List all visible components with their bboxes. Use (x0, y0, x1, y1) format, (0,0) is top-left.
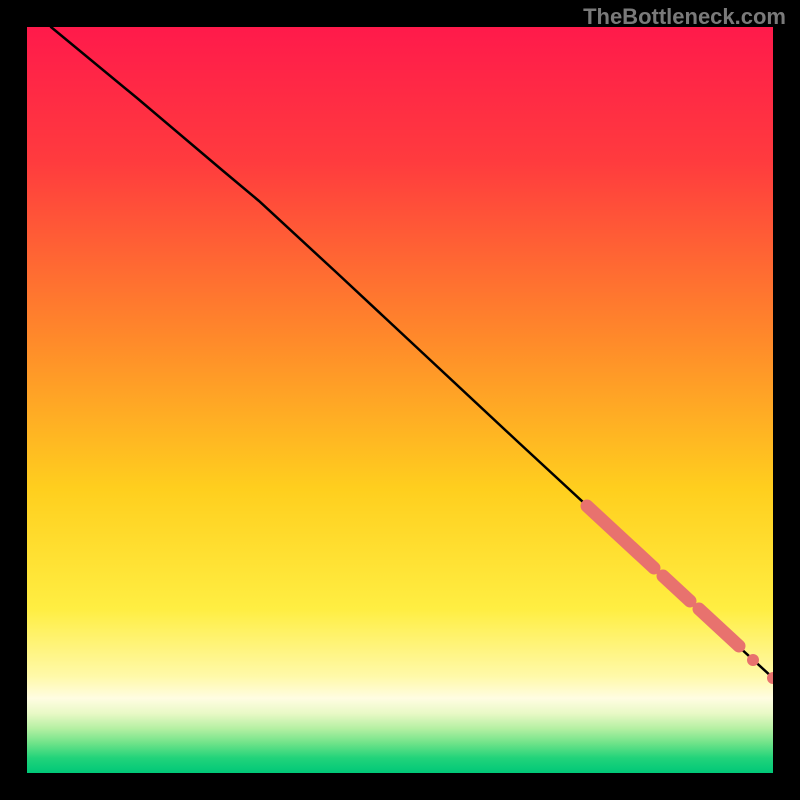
watermark-text: TheBottleneck.com (583, 4, 786, 30)
chart-stage: TheBottleneck.com (0, 0, 800, 800)
marker-segment-1 (663, 576, 690, 601)
plot-area (27, 27, 773, 773)
marker-segment-0 (587, 506, 654, 568)
marker-segment-2 (699, 609, 739, 646)
marker-dot-3 (747, 654, 759, 666)
line-overlay (27, 27, 773, 773)
